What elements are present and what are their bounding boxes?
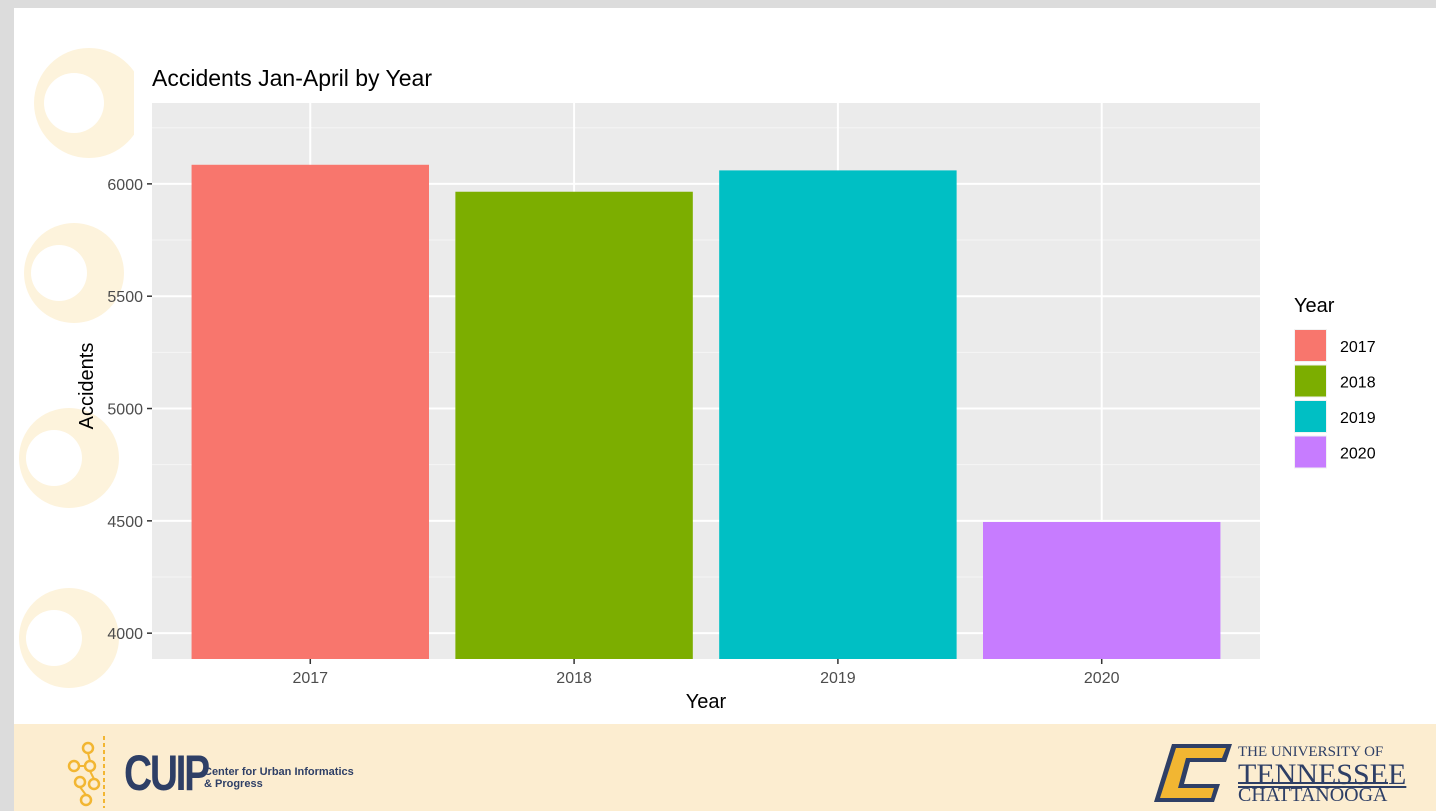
- footer: CUIP Center for Urban Informatics & Prog…: [14, 724, 1436, 811]
- y-tick-label: 5500: [107, 289, 143, 306]
- legend-label-2017: 2017: [1340, 339, 1376, 356]
- bar-2020: [983, 521, 1221, 659]
- y-axis-label: Accidents: [76, 343, 98, 430]
- y-tick-label: 4000: [107, 626, 143, 643]
- legend-swatch-2018: [1295, 365, 1326, 397]
- utc-line2: TENNESSEE: [1238, 758, 1407, 791]
- x-tick-label: 2017: [292, 670, 328, 687]
- utc-line1: THE UNIVERSITY OF: [1238, 744, 1384, 760]
- legend-title: Year: [1294, 295, 1335, 317]
- utc-line3: CHATTANOOGA: [1238, 782, 1388, 806]
- legend-swatch-2019: [1295, 401, 1326, 432]
- cuip-network-icon: [67, 736, 105, 808]
- legend-label-2020: 2020: [1340, 446, 1376, 463]
- chart-title: Accidents Jan-April by Year: [152, 65, 432, 91]
- cuip-wordmark: CUIP: [124, 745, 210, 801]
- bar-2019: [719, 170, 957, 660]
- x-tick-label: 2018: [556, 670, 592, 687]
- x-tick-label: 2020: [1084, 670, 1120, 687]
- bar-2017: [191, 164, 429, 659]
- bar-chart: Accidents Jan-April by Year 4000 4500 5000…: [76, 65, 1376, 713]
- slide: Accidents Jan-April by Year 4000 4500 5000…: [14, 8, 1436, 811]
- legend-label-2019: 2019: [1340, 410, 1376, 427]
- y-tick-label: 6000: [107, 177, 143, 194]
- legend: Year 2017 2018 2019 2020: [1294, 295, 1376, 469]
- legend-swatch-2020: [1295, 436, 1326, 468]
- legend-label-2018: 2018: [1340, 375, 1376, 392]
- legend-swatch-2017: [1295, 330, 1326, 361]
- x-axis-label: Year: [686, 691, 727, 713]
- y-tick-label: 4500: [107, 514, 143, 531]
- decorative-circles: [19, 48, 134, 688]
- x-tick-label: 2019: [820, 670, 856, 687]
- utc-c-logo: [1154, 744, 1232, 802]
- y-tick-label: 5000: [107, 402, 143, 419]
- cuip-subtitle: Center for Urban Informatics & Progress: [204, 766, 354, 790]
- bar-2018: [455, 191, 693, 659]
